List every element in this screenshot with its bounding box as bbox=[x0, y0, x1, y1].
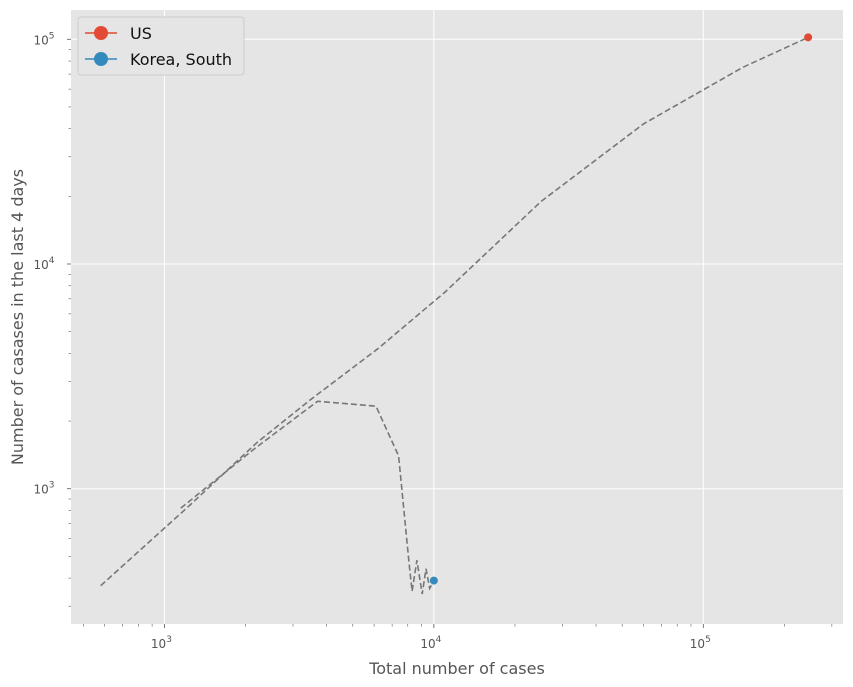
y-tick-label: 104 bbox=[33, 256, 54, 272]
series-lines bbox=[100, 36, 809, 595]
tick-labels: 103 104 105 103 104 105 bbox=[33, 31, 710, 651]
x-axis-title: Total number of cases bbox=[368, 659, 545, 678]
x-tick-label: 104 bbox=[420, 635, 441, 651]
x-tick-label: 103 bbox=[151, 635, 172, 651]
legend-marker-korea-south bbox=[94, 52, 108, 66]
end-marker-korea-south bbox=[429, 576, 438, 585]
y-axis-title: Number of casases in the last 4 days bbox=[8, 169, 27, 465]
trajectory-line-korea-south bbox=[180, 400, 435, 595]
legend-label-us: US bbox=[130, 24, 152, 43]
tick-marks bbox=[67, 38, 833, 628]
legend-box bbox=[77, 16, 245, 76]
y-tick-label: 105 bbox=[33, 31, 54, 47]
legend: US Korea, South bbox=[77, 16, 245, 76]
legend-label-korea-south: Korea, South bbox=[130, 50, 232, 69]
x-tick-label: 105 bbox=[690, 635, 711, 651]
plot-area bbox=[71, 10, 843, 624]
y-tick-label: 103 bbox=[33, 481, 54, 497]
end-markers bbox=[429, 33, 813, 585]
legend-marker-us bbox=[94, 26, 108, 40]
end-marker-us bbox=[804, 33, 813, 42]
